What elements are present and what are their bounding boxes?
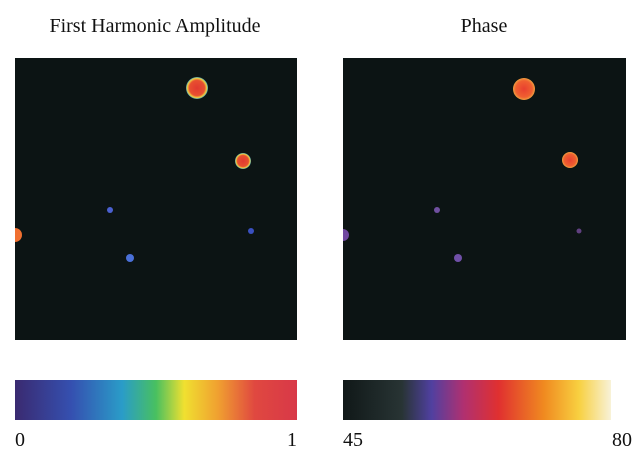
scale-max: 80	[612, 429, 632, 451]
panel-title: Phase	[461, 15, 508, 37]
panel-title: First Harmonic Amplitude	[49, 15, 260, 37]
amplitude-image	[15, 58, 297, 340]
phase-colorbar	[343, 380, 611, 420]
amplitude-colorbar	[15, 380, 297, 420]
scale-min: 45	[343, 429, 363, 451]
scale-min: 0	[15, 429, 25, 451]
scale-max: 1	[287, 429, 297, 451]
phase-image	[343, 58, 626, 340]
